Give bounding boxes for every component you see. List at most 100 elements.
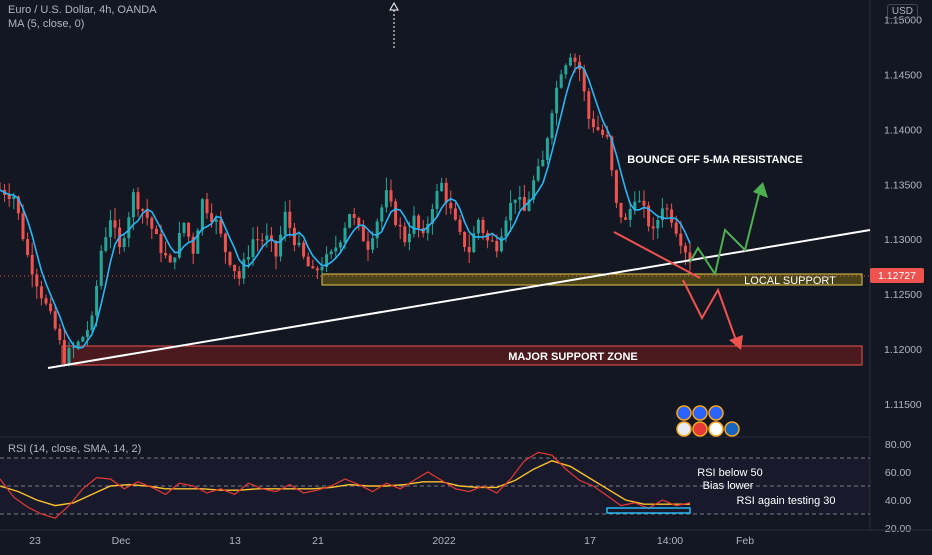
price-tick-label: 1.15000 — [884, 14, 922, 26]
time-tick-label: Feb — [736, 535, 754, 547]
candle-body — [417, 215, 421, 229]
candle-body — [265, 235, 269, 241]
candle-body — [463, 231, 467, 248]
time-tick-label: 14:00 — [657, 535, 683, 547]
event-icon[interactable] — [692, 405, 708, 421]
candle-body — [564, 65, 568, 75]
price-axis[interactable]: 1.15000 1.14500 1.14000 1.13500 1.13000 1.125… — [884, 14, 922, 411]
price-tick-label: 1.13500 — [884, 179, 922, 191]
time-tick-label: Dec — [112, 535, 131, 547]
bullish-arrow-head — [753, 182, 768, 198]
event-icons[interactable] — [676, 405, 740, 437]
price-tick-label: 1.13000 — [884, 234, 922, 246]
candle-body — [251, 239, 255, 258]
candle-body — [380, 207, 384, 222]
time-tick-label: 23 — [29, 535, 41, 547]
candle-body — [384, 190, 388, 208]
candle-body — [168, 255, 172, 263]
candle-body — [205, 199, 209, 214]
candle-body — [164, 252, 168, 256]
candle-body — [472, 233, 476, 253]
candle-body — [555, 87, 559, 114]
price-tick-label: 1.12000 — [884, 344, 922, 356]
candle-body — [306, 256, 310, 267]
candle-body — [394, 201, 398, 225]
candles-group — [0, 53, 692, 367]
candle-body — [522, 196, 526, 211]
candle-body — [246, 257, 250, 260]
candle-body — [311, 266, 315, 269]
rsi-tick-label: 20.00 — [885, 523, 911, 535]
candle-body — [486, 232, 490, 241]
candle-body — [389, 190, 393, 202]
candle-body — [269, 235, 273, 242]
event-icon[interactable] — [708, 405, 724, 421]
candle-body — [610, 136, 614, 171]
bearish-projection-arrow — [682, 279, 738, 344]
candle-body — [62, 340, 66, 364]
candle-body — [545, 138, 549, 160]
candle-body — [154, 228, 158, 235]
candle-body — [338, 242, 342, 248]
candle-body — [297, 242, 301, 246]
candle-body — [99, 250, 103, 286]
candle-body — [279, 234, 283, 257]
ma-legend[interactable]: MA (5, close, 0) — [8, 18, 85, 30]
candle-body — [196, 230, 200, 254]
candle-body — [371, 238, 375, 250]
candle-body — [315, 268, 319, 271]
candle-body — [122, 238, 126, 247]
bullish-projection-arrow — [689, 189, 761, 277]
candle-body — [495, 240, 499, 252]
candle-body — [568, 57, 572, 66]
candle-body — [292, 227, 296, 246]
rsi-legend[interactable]: RSI (14, close, SMA, 14, 2) — [8, 443, 142, 455]
candle-body — [30, 254, 34, 275]
candle-body — [504, 220, 508, 237]
candle-body — [334, 247, 338, 252]
candle-body — [582, 69, 586, 92]
price-tick-label: 1.14500 — [884, 69, 922, 81]
candle-body — [219, 219, 223, 234]
candle-body — [187, 222, 191, 237]
candle-body — [260, 239, 264, 241]
candle-body — [674, 222, 678, 234]
currency-button[interactable]: USD — [886, 4, 918, 19]
candle-body — [81, 336, 85, 342]
ascending-trendline[interactable] — [47, 229, 871, 369]
candle-body — [509, 202, 513, 221]
candle-body — [633, 201, 637, 210]
event-icon[interactable] — [676, 405, 692, 421]
symbol-legend[interactable]: Euro / U.S. Dollar, 4h, OANDA — [8, 4, 157, 16]
candle-body — [651, 226, 655, 229]
falling-highs-line — [613, 231, 701, 279]
candle-body — [614, 170, 618, 203]
candle-body — [113, 220, 117, 228]
candle-body — [145, 210, 149, 218]
flag-icon[interactable] — [708, 421, 724, 437]
flag-icon[interactable] — [724, 421, 740, 437]
candle-body — [412, 215, 416, 234]
time-axis[interactable]: 23 Dec 13 21 2022 17 14:00 Feb — [29, 535, 754, 547]
candle-body — [95, 285, 99, 316]
candle-body — [619, 202, 623, 218]
candle-body — [628, 209, 632, 220]
rsi-tick-label: 60.00 — [885, 467, 911, 479]
candle-body — [256, 239, 260, 241]
candle-body — [49, 303, 53, 312]
time-tick-label: 13 — [229, 535, 241, 547]
candle-body — [637, 200, 641, 202]
candle-body — [177, 233, 181, 258]
candle-body — [679, 233, 683, 246]
candle-body — [440, 182, 444, 191]
candle-body — [624, 217, 628, 220]
flag-icon[interactable] — [692, 421, 708, 437]
candle-body — [366, 241, 370, 250]
flag-icon[interactable] — [676, 421, 692, 437]
candle-body — [85, 330, 89, 337]
price-tick-label: 1.14000 — [884, 124, 922, 136]
candle-body — [274, 241, 278, 257]
candle-body — [233, 264, 237, 272]
candle-body — [242, 259, 246, 279]
